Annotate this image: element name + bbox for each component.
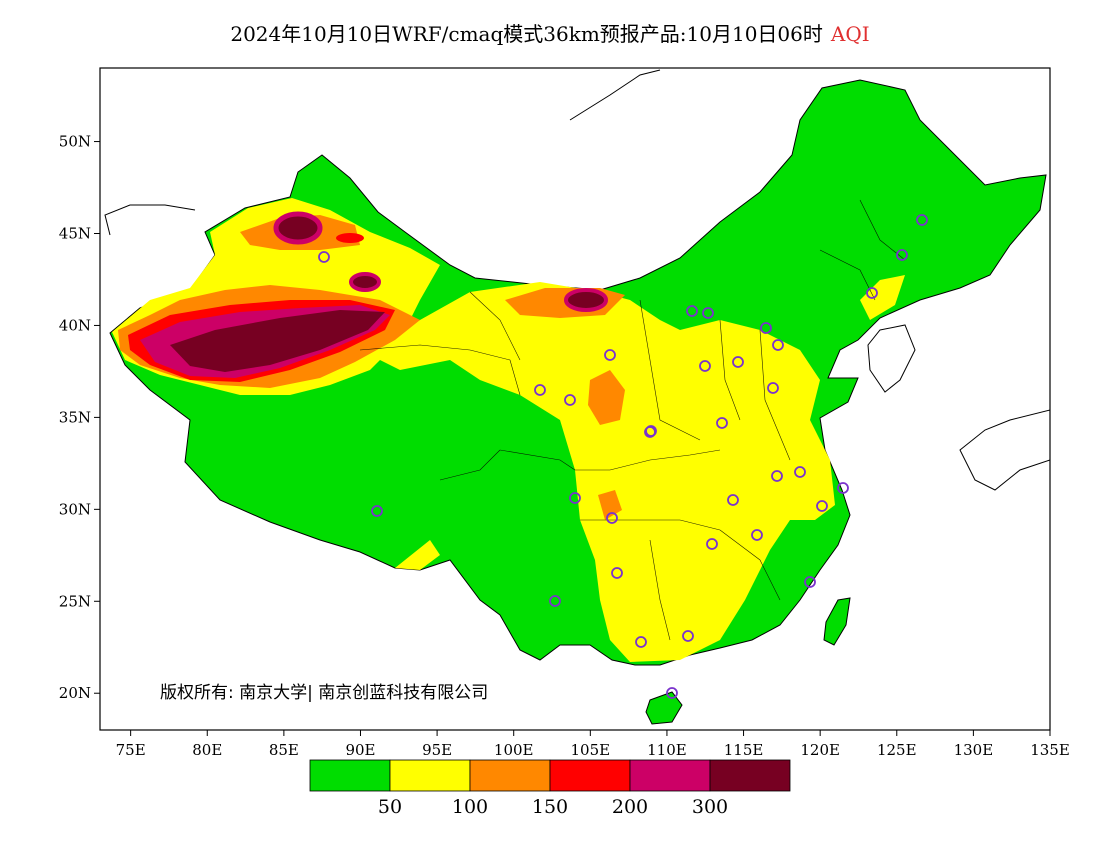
station-marker [682, 630, 694, 642]
x-tick-label: 135E [1030, 741, 1070, 759]
station-marker [371, 505, 383, 517]
legend-swatch [389, 759, 471, 792]
station-marker [569, 492, 581, 504]
x-tick-label: 75E [116, 741, 146, 759]
moderate-zone-northeast [860, 275, 905, 320]
station-marker [866, 287, 878, 299]
y-tick-label: 20N [59, 684, 91, 702]
station-marker [896, 249, 908, 261]
x-tick-label: 115E [724, 741, 764, 759]
x-tick-label: 125E [877, 741, 917, 759]
map-area [104, 69, 1050, 725]
x-tick-label: 110E [647, 741, 687, 759]
unhealthy-zone-north [336, 233, 364, 243]
russia-border-north [569, 69, 661, 121]
y-tick-label: 45N [59, 225, 91, 243]
monitoring-stations [318, 214, 928, 699]
aqi-legend: 50 100 150 200 300 [309, 759, 791, 818]
x-tick-label: 100E [494, 741, 534, 759]
legend-label: 150 [532, 796, 568, 818]
station-marker [804, 576, 816, 588]
hazardous-zone-tarim [170, 310, 385, 372]
x-tick-label: 120E [800, 741, 840, 759]
copyright-text: 版权所有: 南京大学| 南京创蓝科技有限公司 [160, 683, 488, 703]
unhealthy-sensitive-zone-central [588, 370, 625, 425]
station-marker [645, 425, 657, 437]
station-marker [732, 356, 744, 368]
map-frame [99, 67, 1051, 731]
korea-coastline [867, 324, 916, 393]
station-marker [702, 307, 714, 319]
station-marker [767, 382, 779, 394]
province-boundaries [359, 199, 906, 641]
station-marker [706, 538, 718, 550]
kazakhstan-coastline [104, 204, 196, 236]
station-marker [686, 305, 698, 317]
station-marker [606, 512, 618, 524]
legend-label: 200 [612, 796, 648, 818]
x-tick-label: 105E [571, 741, 611, 759]
station-marker [771, 470, 783, 482]
x-tick-label: 85E [269, 741, 299, 759]
station-marker [699, 360, 711, 372]
legend-swatch [629, 759, 711, 792]
station-marker [794, 466, 806, 478]
legend-label: 100 [452, 796, 488, 818]
station-marker [716, 417, 728, 429]
station-marker [666, 687, 678, 699]
station-marker [772, 339, 784, 351]
taiwan-island [823, 597, 851, 646]
station-marker [604, 349, 616, 361]
y-tick-label: 25N [59, 592, 91, 610]
legend-swatch [549, 759, 631, 792]
hazardous-zone-junggar [273, 211, 323, 245]
station-marker [816, 500, 828, 512]
station-marker [644, 426, 656, 438]
x-tick-label: 80E [192, 741, 222, 759]
y-tick-label: 35N [59, 408, 91, 426]
station-marker [611, 567, 623, 579]
station-marker [635, 636, 647, 648]
y-tick-label: 50N [59, 133, 91, 151]
x-axis: 75E 80E 85E 90E 95E 100E 105E 110E 115E 120E 125E 1… [116, 730, 1070, 759]
x-tick-label: 95E [422, 741, 452, 759]
hainan-island [645, 691, 683, 725]
legend-label: 50 [378, 796, 402, 818]
unhealthy-sensitive-zone-sichuan [598, 490, 622, 520]
moderate-zone-east [360, 282, 835, 662]
hazardous-zone-turpan [349, 272, 381, 292]
station-marker [760, 322, 772, 334]
y-axis: 50N 45N 40N 35N 30N 25N 20N [59, 133, 100, 702]
japan-coastline [959, 409, 1050, 491]
x-tick-label: 90E [345, 741, 375, 759]
map-title: 2024年10月10日WRF/cmaq模式36km预报产品:10月10日06时 A… [0, 18, 1100, 47]
station-marker [549, 595, 561, 607]
moderate-zone-south [395, 540, 440, 570]
legend-swatch [709, 759, 791, 792]
title-main: 2024年10月10日WRF/cmaq模式36km预报产品:10月10日06时 [230, 22, 823, 46]
y-tick-label: 40N [59, 316, 91, 334]
title-variable: AQI [830, 22, 870, 46]
y-tick-label: 30N [59, 500, 91, 518]
station-marker [751, 529, 763, 541]
legend-swatch [309, 759, 391, 792]
x-tick-label: 130E [954, 741, 994, 759]
legend-label: 300 [692, 796, 728, 818]
station-marker [916, 214, 928, 226]
station-marker [837, 482, 849, 494]
station-marker [564, 394, 576, 406]
hazardous-zone-alxa [564, 288, 608, 312]
station-marker [727, 494, 739, 506]
legend-swatch [469, 759, 551, 792]
station-marker [534, 384, 546, 396]
station-marker [318, 251, 330, 263]
